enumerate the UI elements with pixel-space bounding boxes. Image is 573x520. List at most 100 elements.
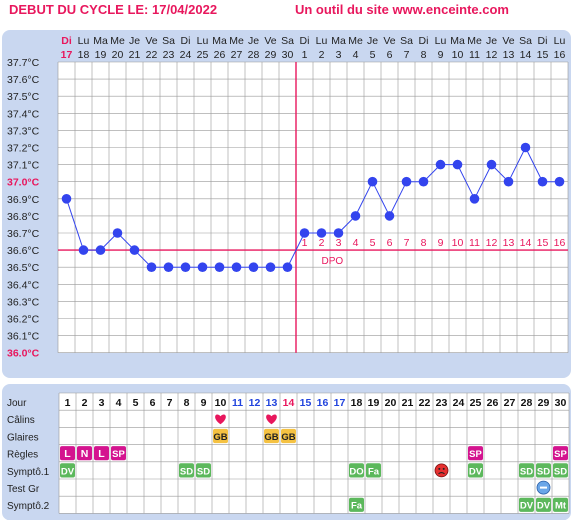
day-number: 9: [201, 397, 207, 409]
weekday-label: Lu: [435, 35, 447, 47]
date-label: 26: [214, 49, 226, 61]
y-tick-label: 36.1°C: [7, 331, 40, 343]
date-label: 27: [231, 49, 243, 61]
symptom-badge-label: SP: [554, 449, 567, 460]
date-label: 1: [302, 49, 308, 61]
day-number: 28: [521, 397, 533, 409]
symptom-badge: [111, 446, 126, 461]
date-label: 17: [61, 49, 73, 61]
date-label: 10: [452, 49, 464, 61]
heart-icon: [215, 414, 226, 425]
symptom-badge-label: DO: [349, 466, 363, 477]
day-number: 25: [470, 397, 482, 409]
date-label: 28: [248, 49, 260, 61]
symptom-badge: [519, 463, 534, 478]
date-label: 16: [554, 49, 566, 61]
temperature-point: [418, 176, 429, 187]
date-label: 24: [180, 49, 192, 61]
y-tick-label: 36.0°C: [7, 348, 40, 360]
day-number: 12: [249, 397, 261, 409]
temperature-point: [350, 211, 361, 221]
y-tick-label: 36.4°C: [7, 279, 40, 291]
y-tick-label: 37.3°C: [7, 125, 40, 137]
date-label: 25: [197, 49, 209, 61]
symptom-badge: [60, 446, 75, 461]
day-number: 3: [99, 397, 105, 409]
dpo-label: DPO: [322, 256, 344, 267]
symptom-badge-label: GB: [213, 432, 227, 443]
temperature-point: [401, 176, 412, 187]
symptom-badge-label: Mt: [555, 501, 567, 512]
symptom-badge-label: SD: [197, 466, 210, 477]
date-label: 22: [146, 49, 158, 61]
symptom-badge-label: SD: [520, 466, 533, 477]
symptom-badge-label: Fa: [351, 501, 363, 512]
weekday-label: Di: [300, 35, 310, 47]
date-label: 23: [163, 49, 175, 61]
weekday-label: Ve: [145, 35, 157, 47]
date-label: 9: [438, 49, 444, 61]
symptom-badge: [468, 463, 483, 478]
symptom-badge-label: Fa: [368, 466, 380, 477]
temperature-point: [214, 262, 225, 273]
weekday-label: Di: [538, 35, 548, 47]
symptom-badge-label: N: [81, 448, 89, 460]
y-tick-label: 36.8°C: [7, 211, 40, 223]
symptom-badge: [349, 497, 364, 512]
date-label: 30: [282, 49, 294, 61]
table-row-label: Test Gr: [7, 484, 40, 495]
temperature-point: [248, 262, 259, 273]
weekday-label: Je: [129, 35, 140, 47]
weekday-label: Je: [367, 35, 378, 47]
weekday-label: Lu: [197, 35, 209, 47]
symptom-badge-label: GB: [264, 432, 278, 443]
day-number: 21: [402, 397, 414, 409]
y-tick-label: 37.4°C: [7, 108, 40, 120]
symptom-badge-label: GB: [281, 432, 295, 443]
weekday-label: Di: [181, 35, 191, 47]
weekday-label: Me: [110, 35, 125, 47]
dpo-number: 15: [537, 237, 549, 249]
symptom-badge-label: L: [98, 448, 105, 460]
dpo-number: 14: [520, 237, 532, 249]
day-number: 27: [504, 397, 516, 409]
day-number: 24: [453, 397, 465, 409]
temperature-point: [112, 228, 123, 238]
day-number: 29: [538, 397, 550, 409]
symptom-badge: [281, 428, 296, 444]
y-tick-label: 36.9°C: [7, 194, 40, 206]
day-number: 14: [283, 397, 295, 409]
temperature-point: [78, 245, 89, 255]
dpo-number: 13: [503, 237, 515, 249]
symptom-badge-label: DV: [469, 466, 483, 477]
dpo-number: 6: [387, 237, 393, 249]
sad-face-icon: [434, 463, 449, 478]
symptom-badge: [94, 446, 109, 461]
day-number: 19: [368, 397, 380, 409]
dpo-number: 1: [302, 237, 308, 249]
dpo-number: 5: [370, 237, 376, 249]
temperature-point: [520, 142, 531, 153]
temperature-point: [95, 245, 106, 255]
day-number: 15: [300, 397, 312, 409]
date-label: 19: [95, 49, 107, 61]
temperature-point: [282, 262, 293, 273]
symptom-badge-label: DV: [537, 501, 551, 512]
temperature-point: [231, 262, 242, 273]
symptom-badge: [553, 446, 568, 461]
day-number: 10: [215, 397, 227, 409]
weekday-label: Ve: [264, 35, 276, 47]
symptom-badge: [536, 463, 551, 478]
day-number: 6: [150, 397, 156, 409]
date-label: 12: [486, 49, 498, 61]
day-number: 17: [334, 397, 346, 409]
date-label: 4: [353, 49, 359, 61]
weekday-label: Ma: [450, 35, 465, 47]
symptom-badge-label: L: [64, 448, 71, 460]
date-label: 21: [129, 49, 141, 61]
y-tick-label: 36.7°C: [7, 228, 40, 240]
table-row-label: Glaires: [7, 432, 39, 443]
symptom-badge-label: SD: [537, 466, 550, 477]
date-label: 13: [503, 49, 515, 61]
y-tick-label: 37.0°C: [7, 177, 40, 189]
